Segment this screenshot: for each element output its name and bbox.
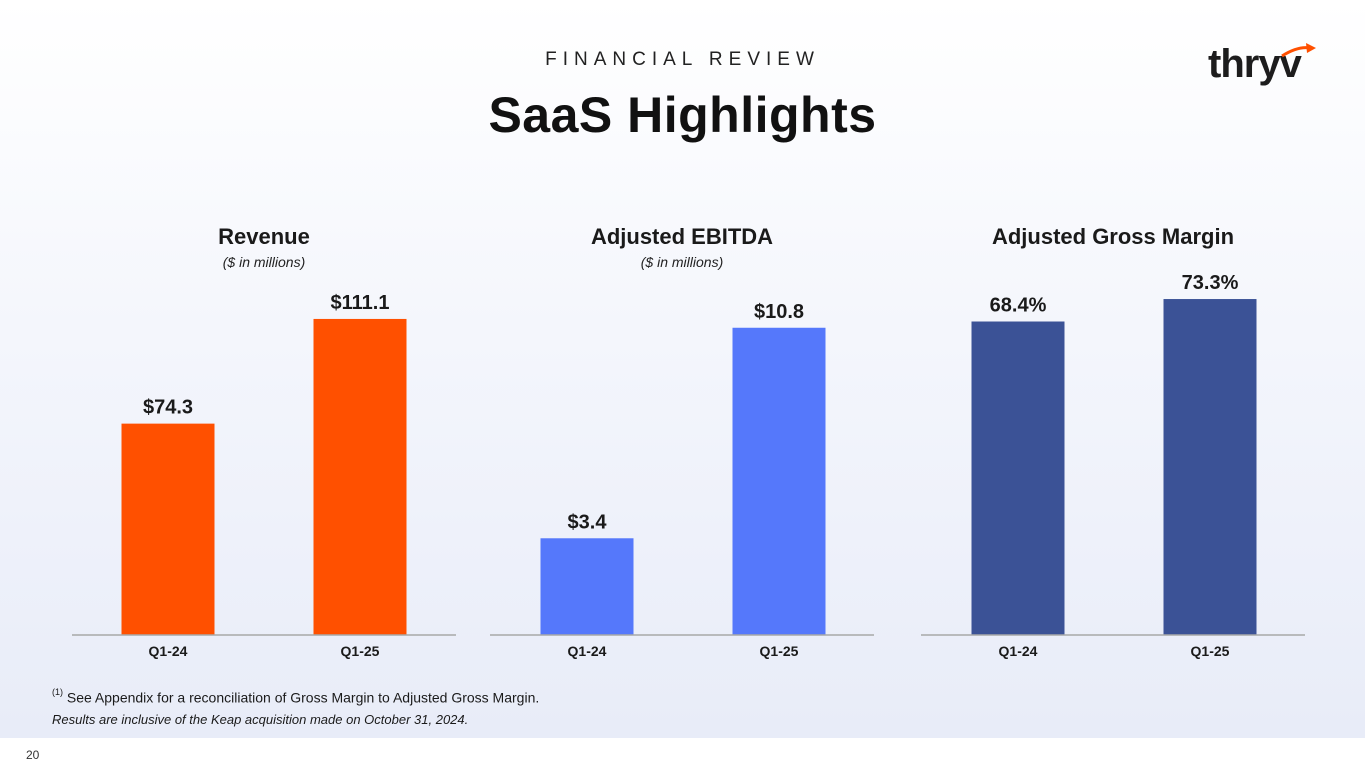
ebitda-data-label-q1-24: $3.4	[568, 511, 608, 533]
ebitda-bar-q1-24	[540, 538, 634, 635]
ebitda-x-tick-q1-24: Q1-24	[568, 643, 607, 659]
footnote-text: See Appendix for a reconciliation of Gro…	[66, 689, 540, 706]
revenue-data-label-q1-25: $111.1	[331, 292, 390, 314]
revenue-bar-q1-24	[121, 423, 215, 635]
footnote-marker: (1)	[52, 687, 63, 697]
revenue-data-label-q1-24: $74.3	[143, 397, 193, 419]
gross-margin-chart-title: Adjusted Gross Margin	[991, 224, 1235, 249]
page-title: SaaS Highlights	[488, 87, 877, 143]
logo-wordmark: thryv	[1208, 42, 1302, 86]
ebitda-data-label-q1-25: $10.8	[754, 301, 804, 323]
ebitda-bar-q1-25	[732, 327, 826, 635]
section-eyebrow: FINANCIAL REVIEW	[545, 49, 820, 70]
ebitda-x-tick-q1-25: Q1-25	[760, 643, 799, 659]
footnote-keap: Results are inclusive of the Keap acquis…	[52, 712, 469, 727]
ebitda-chart-subtitle: ($ in millions)	[640, 254, 724, 270]
ebitda-chart-title: Adjusted EBITDA	[590, 224, 774, 249]
revenue-chart-title: Revenue	[218, 224, 310, 249]
revenue-x-tick-q1-24: Q1-24	[149, 643, 188, 659]
bar-charts: $74.3 Q1-24 $111.1 Q1-25 $3.4 Q1-24 $10.8 Q1-25…	[72, 272, 1305, 659]
gross-margin-bar-q1-25	[1163, 299, 1257, 635]
logo-swoosh-icon	[1281, 43, 1316, 58]
gross-margin-bar-q1-24	[971, 321, 1065, 635]
gross-margin-x-tick-q1-24: Q1-24	[999, 643, 1038, 659]
slide-background	[0, 0, 1365, 738]
footnote-reconciliation: (1) See Appendix for a reconciliation of…	[52, 687, 540, 706]
gross-margin-data-label-q1-24: 68.4%	[990, 295, 1047, 317]
gross-margin-x-tick-q1-25: Q1-25	[1191, 643, 1230, 659]
thryv-logo: thryv	[1208, 42, 1318, 88]
revenue-bar-q1-25	[313, 318, 407, 635]
gross-margin-data-label-q1-25: 73.3%	[1182, 272, 1239, 294]
page-number: 20	[26, 748, 40, 762]
revenue-x-tick-q1-25: Q1-25	[341, 643, 380, 659]
revenue-chart-subtitle: ($ in millions)	[222, 254, 306, 270]
